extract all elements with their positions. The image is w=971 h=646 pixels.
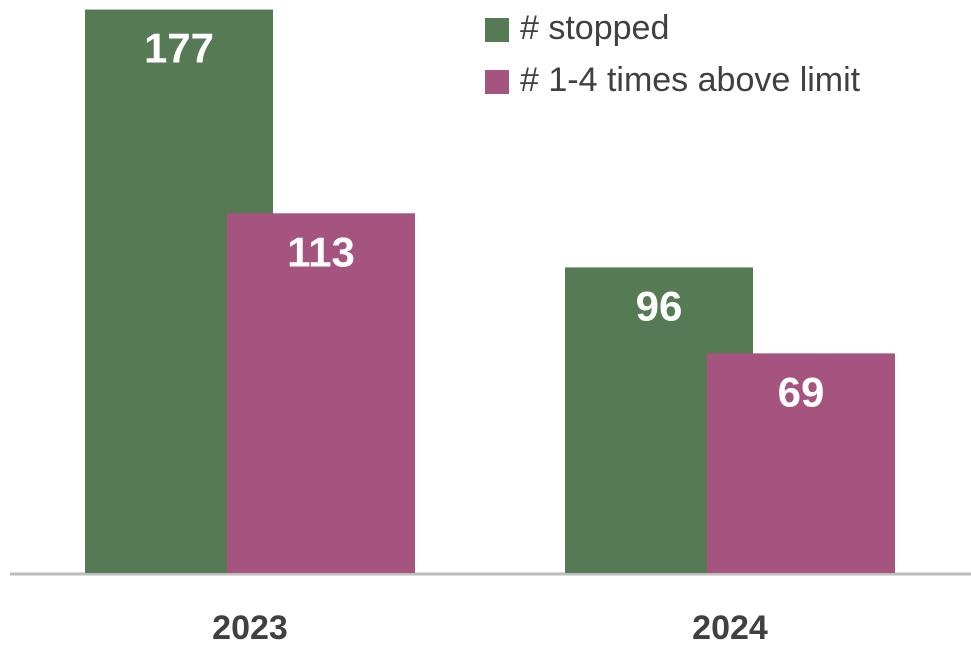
- value-label: 177: [144, 25, 214, 72]
- value-label: 96: [636, 282, 683, 329]
- bar: [707, 353, 895, 573]
- x-tick-label: 2024: [692, 609, 768, 646]
- value-label: 113: [287, 228, 355, 275]
- legend-label: # stopped: [520, 9, 669, 47]
- legend-swatch: [485, 18, 509, 42]
- bar: [227, 213, 415, 574]
- x-tick-label: 2023: [212, 609, 288, 646]
- value-label: 69: [778, 368, 825, 415]
- legend-swatch: [485, 70, 509, 94]
- legend-label: # 1-4 times above limit: [520, 61, 861, 99]
